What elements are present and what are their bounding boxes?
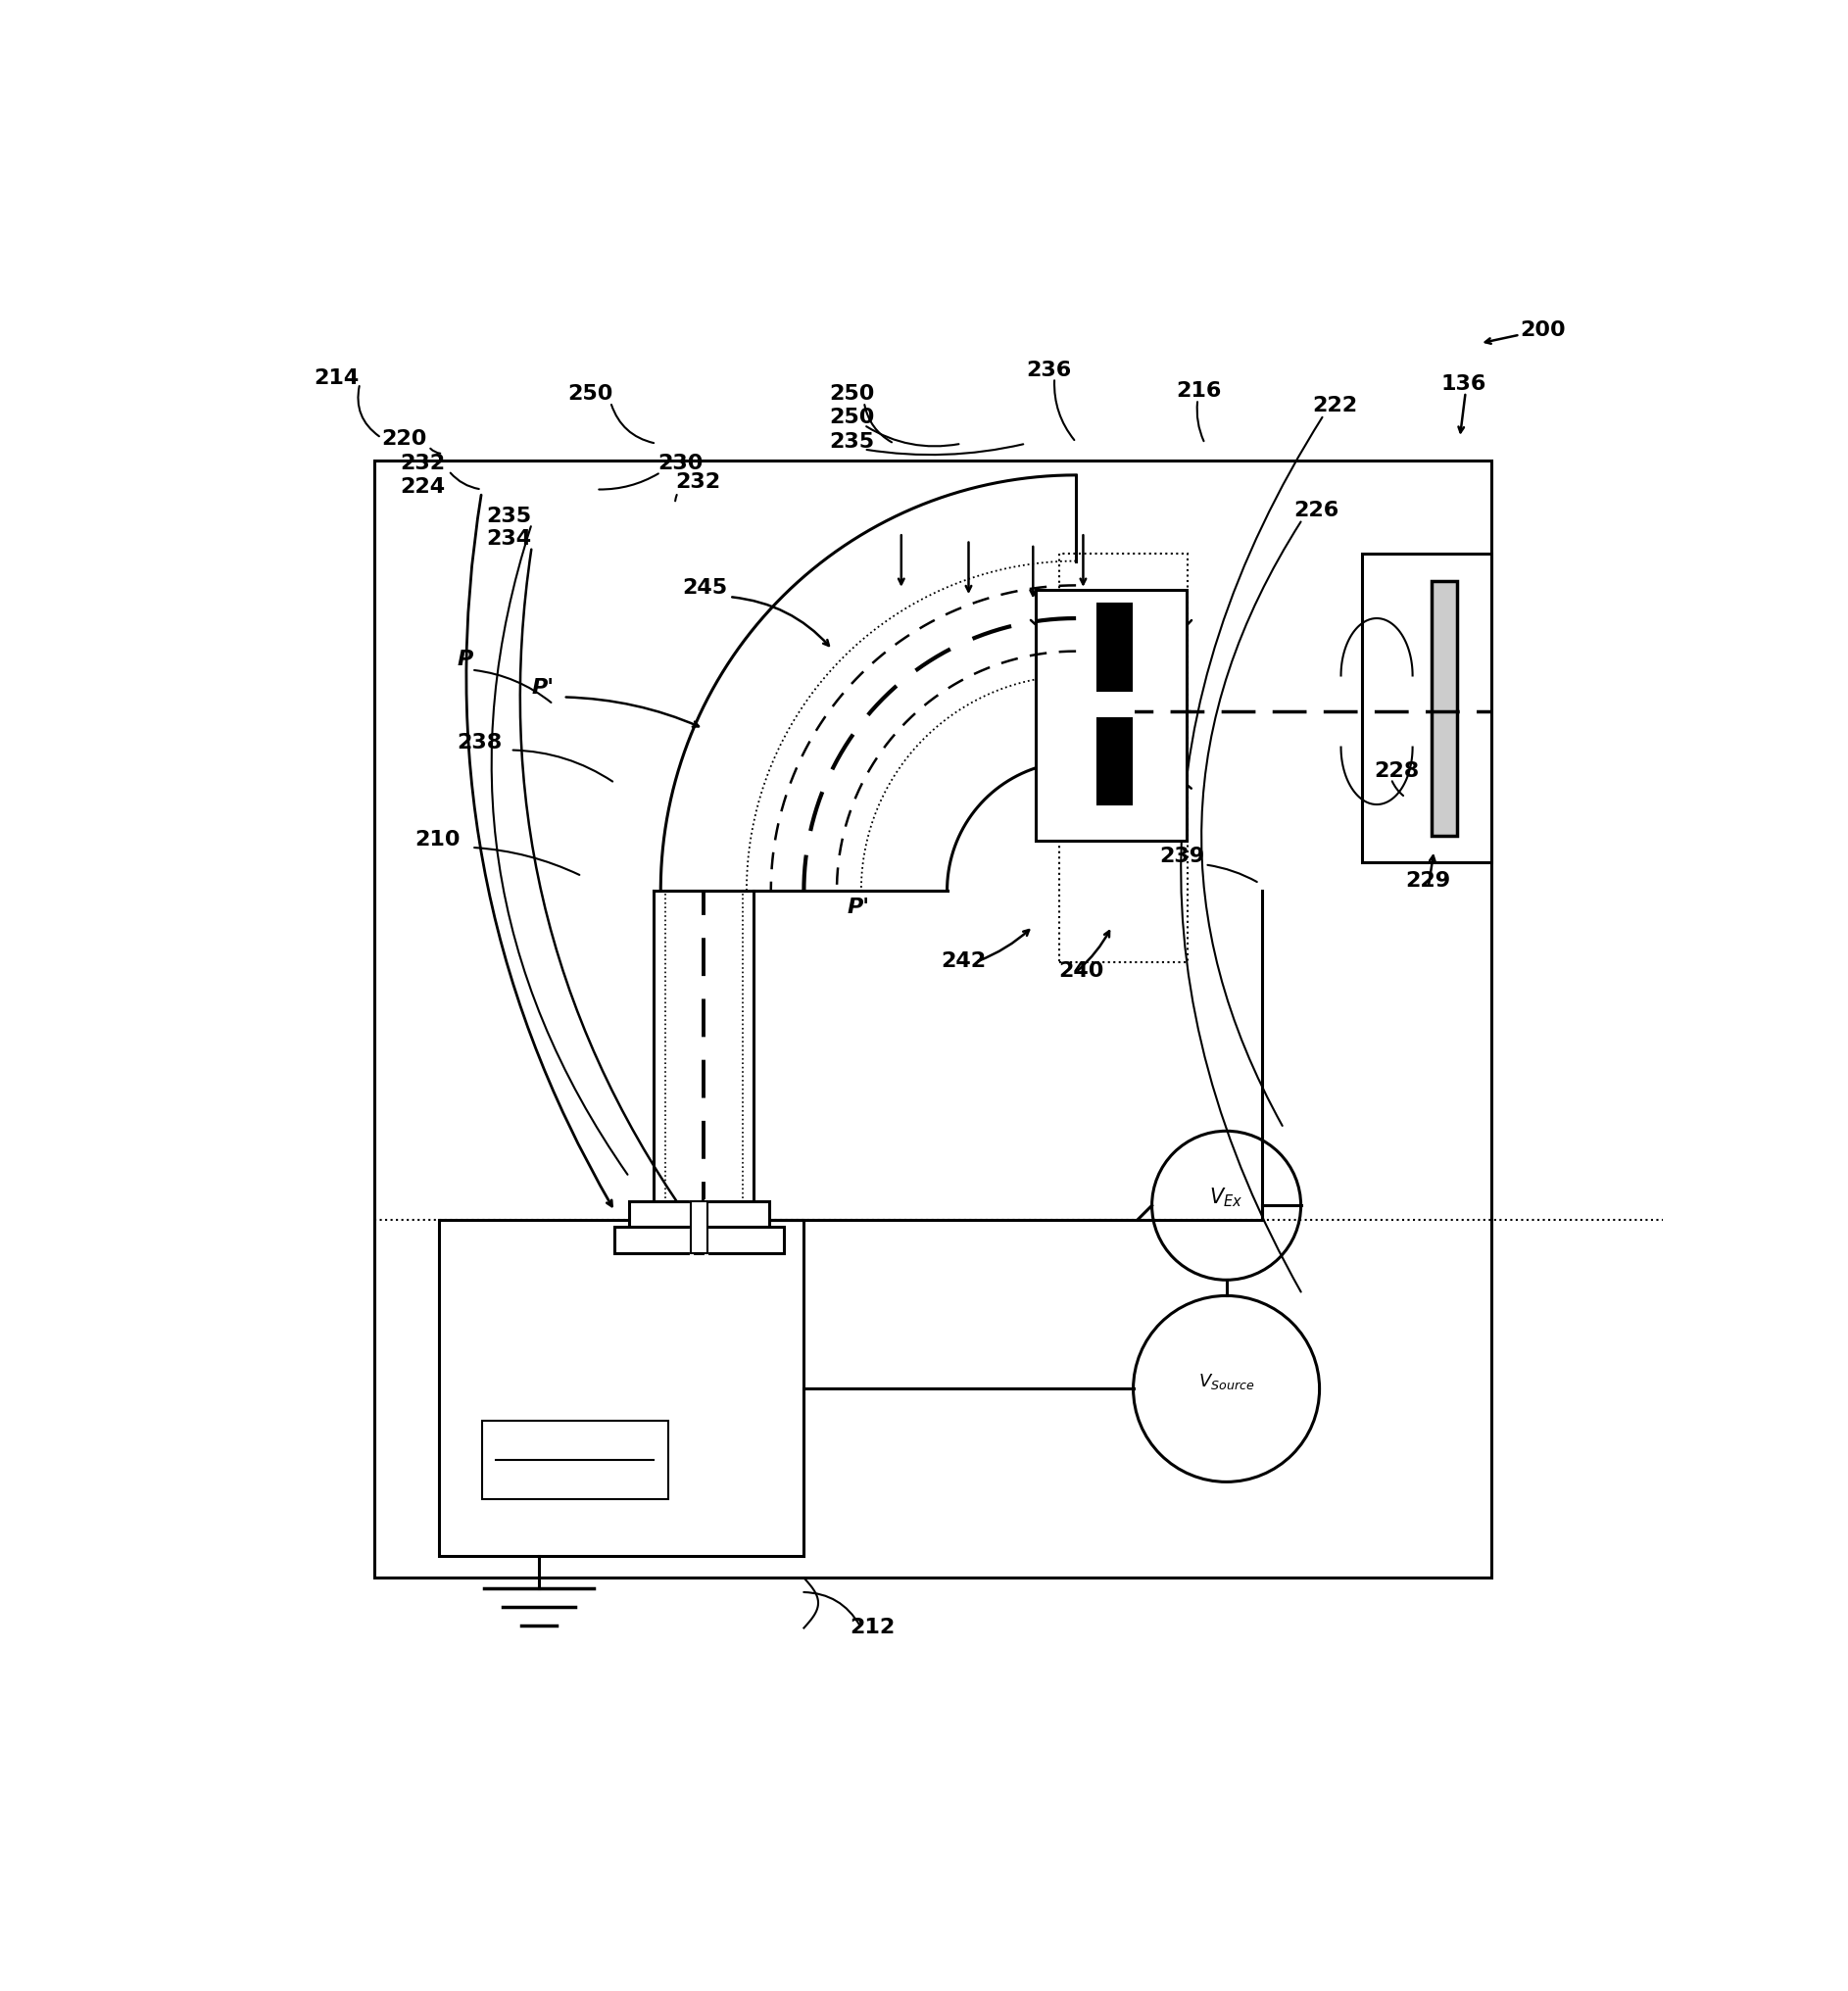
Text: P': P' — [532, 677, 554, 697]
Text: 200: 200 — [1521, 321, 1565, 338]
Bar — [438, 1220, 804, 1557]
Bar — [375, 462, 1491, 1579]
Text: 250: 250 — [830, 408, 876, 426]
Bar — [615, 1226, 784, 1252]
Text: 240: 240 — [1059, 962, 1105, 982]
Text: 229: 229 — [1406, 870, 1451, 890]
Bar — [1098, 605, 1131, 693]
Text: 220: 220 — [381, 428, 427, 448]
Text: 236: 236 — [1026, 360, 1072, 380]
Text: 239: 239 — [1159, 846, 1205, 866]
Text: 232: 232 — [675, 472, 721, 492]
Text: 136: 136 — [1441, 374, 1486, 394]
Text: 226: 226 — [1294, 500, 1340, 520]
Text: 212: 212 — [850, 1617, 894, 1637]
Bar — [1362, 555, 1491, 862]
Bar — [1094, 693, 1135, 717]
Text: $V_{Ex}$: $V_{Ex}$ — [1210, 1187, 1244, 1209]
Text: 234: 234 — [486, 530, 530, 548]
Text: 250: 250 — [830, 384, 876, 404]
Text: 232: 232 — [399, 454, 445, 472]
Text: 210: 210 — [414, 830, 460, 848]
Text: 250: 250 — [567, 384, 614, 404]
Bar — [482, 1420, 667, 1499]
Text: 230: 230 — [658, 454, 704, 472]
Text: 224: 224 — [399, 478, 445, 498]
Text: 216: 216 — [1177, 382, 1222, 400]
Bar — [1098, 717, 1131, 804]
Text: P': P' — [846, 896, 870, 916]
Text: 228: 228 — [1373, 761, 1419, 780]
Text: 235: 235 — [830, 432, 874, 452]
Text: 214: 214 — [314, 368, 359, 388]
Bar — [628, 1201, 769, 1226]
Bar — [691, 1201, 708, 1252]
Text: $V_{Source}$: $V_{Source}$ — [1198, 1370, 1255, 1390]
Text: P: P — [456, 649, 473, 669]
Text: 238: 238 — [456, 733, 503, 753]
Text: 245: 245 — [682, 577, 728, 597]
Text: 222: 222 — [1312, 396, 1358, 416]
Bar — [1430, 581, 1456, 836]
Text: 235: 235 — [486, 506, 530, 526]
Bar — [1037, 591, 1186, 840]
Text: 242: 242 — [941, 952, 987, 972]
Bar — [1059, 555, 1188, 962]
